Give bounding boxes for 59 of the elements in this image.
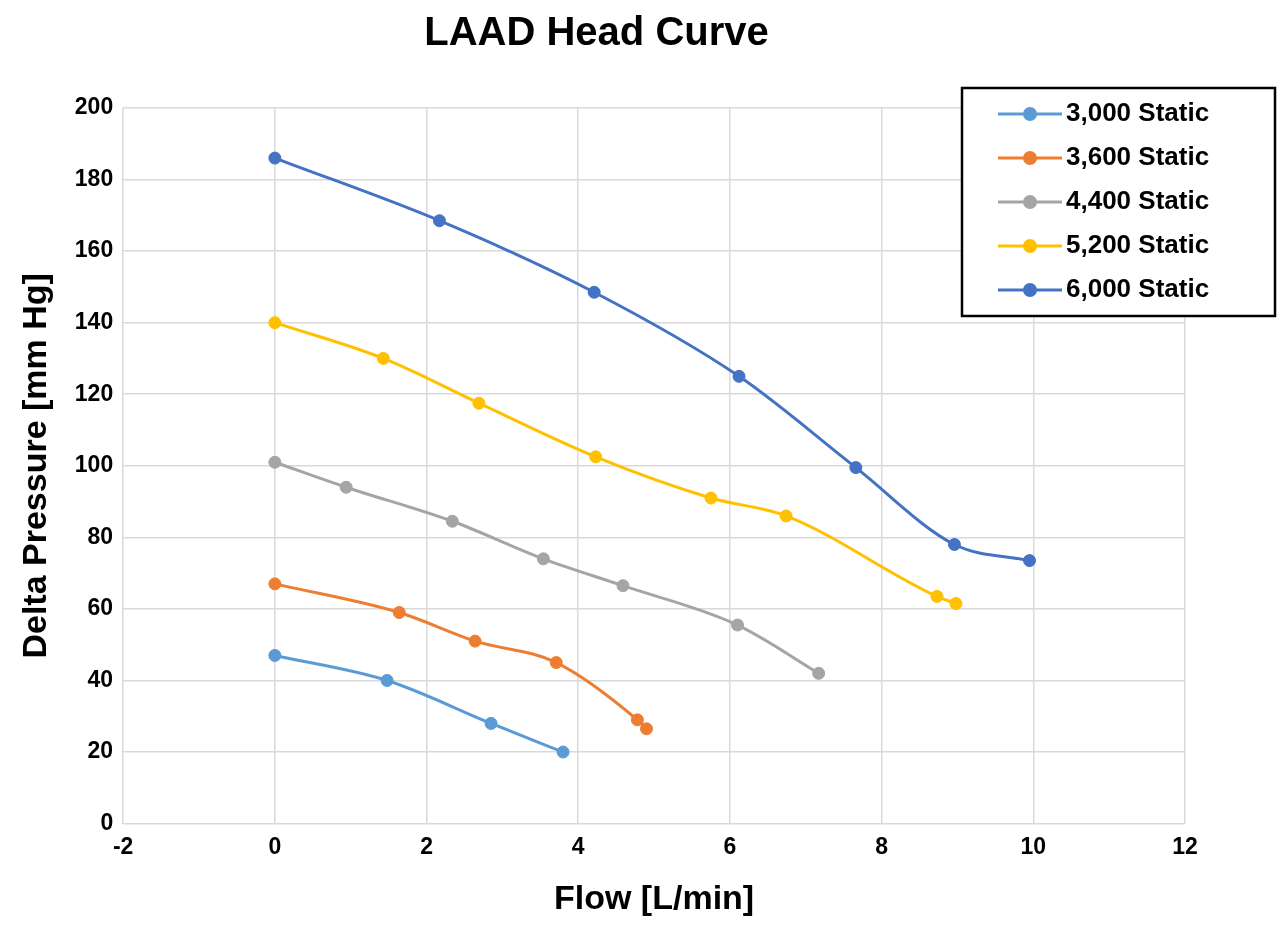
chart-title: LAAD Head Curve — [424, 9, 769, 54]
point — [779, 509, 793, 523]
point — [616, 579, 630, 593]
point — [536, 552, 550, 566]
point — [589, 450, 603, 464]
point — [812, 666, 826, 680]
point — [484, 716, 498, 730]
point — [339, 480, 353, 494]
y-tick-label: 120 — [74, 379, 114, 406]
x-tick-label: 6 — [723, 832, 737, 859]
y-axis-title: Delta Pressure [mm Hg] — [14, 273, 53, 659]
point — [376, 351, 390, 365]
y-tick-label: 140 — [74, 308, 114, 335]
y-tick-label: 20 — [87, 737, 114, 764]
point — [472, 396, 486, 410]
x-tick-label: 8 — [875, 832, 889, 859]
y-tick-label: 60 — [87, 594, 114, 621]
legend-label: 6,000 Static — [1066, 273, 1210, 304]
y-tick-label: 180 — [74, 164, 114, 191]
point — [732, 369, 746, 383]
point — [268, 577, 282, 591]
y-tick-label: 200 — [74, 93, 114, 120]
x-tick-label: 12 — [1172, 832, 1198, 859]
legend-label: 3,600 Static — [1066, 141, 1210, 172]
point — [947, 538, 961, 552]
point — [949, 597, 963, 611]
x-tick-label: 4 — [571, 832, 585, 859]
legend-label: 5,200 Static — [1066, 229, 1210, 260]
legend-label: 3,000 Static — [1066, 97, 1210, 128]
point — [268, 316, 282, 330]
y-tick-label: 0 — [100, 808, 114, 835]
point — [704, 491, 718, 505]
point — [445, 514, 459, 528]
y-tick-label: 80 — [87, 522, 114, 549]
point — [380, 673, 394, 687]
point — [640, 722, 653, 736]
y-tick-label: 160 — [74, 236, 114, 263]
point — [268, 151, 282, 165]
point — [1023, 554, 1037, 568]
x-tick-label: 0 — [268, 832, 282, 859]
point — [468, 634, 482, 648]
point — [556, 745, 570, 759]
point — [268, 455, 282, 469]
x-axis-title: Flow [L/min] — [553, 877, 755, 916]
y-tick-label: 100 — [74, 451, 114, 478]
point — [930, 589, 944, 603]
point — [549, 656, 563, 670]
legend-label: 4,400 Static — [1066, 185, 1210, 216]
point — [587, 285, 601, 299]
point — [268, 648, 282, 662]
x-tick-label: -2 — [112, 832, 134, 859]
point — [731, 618, 745, 632]
x-tick-label: 2 — [420, 832, 433, 859]
point — [630, 713, 644, 727]
x-tick-label: 10 — [1020, 832, 1047, 859]
y-tick-label: 40 — [87, 665, 114, 692]
point — [432, 214, 446, 228]
point — [392, 606, 406, 619]
point — [849, 461, 863, 475]
